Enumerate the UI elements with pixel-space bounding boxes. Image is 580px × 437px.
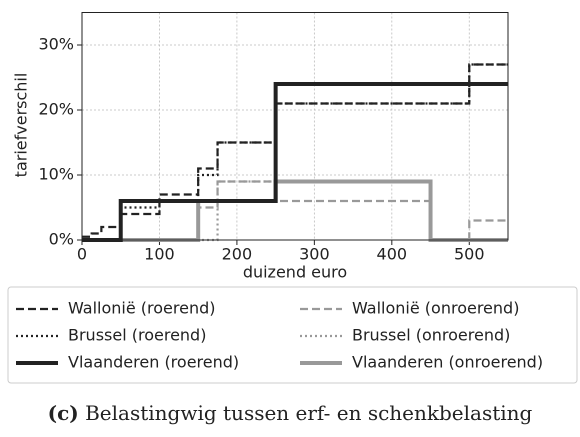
legend-box bbox=[7, 286, 578, 384]
series-line bbox=[82, 63, 508, 242]
y-tick-label: 10% bbox=[38, 165, 74, 184]
x-tick-label: 0 bbox=[77, 245, 87, 264]
caption: (c) Belastingwig tussen erf- en schenkbe… bbox=[48, 401, 533, 425]
legend-label: Wallonië (roerend) bbox=[68, 299, 216, 318]
x-tick-label: 500 bbox=[454, 245, 485, 264]
series-line bbox=[82, 179, 508, 242]
x-tick-label: 300 bbox=[299, 245, 330, 264]
caption-label: (c) bbox=[48, 401, 79, 425]
x-axis-label: duizend euro bbox=[243, 263, 347, 282]
legend-label: Vlaanderen (onroerend) bbox=[352, 353, 543, 372]
y-tick-label: 30% bbox=[38, 35, 74, 54]
legend-label: Wallonië (onroerend) bbox=[352, 299, 519, 318]
x-tick-label: 200 bbox=[222, 245, 253, 264]
series-line bbox=[82, 82, 508, 242]
legend-label: Brussel (onroerend) bbox=[352, 326, 510, 345]
series-line bbox=[82, 180, 508, 242]
caption-text: Belastingwig tussen erf- en schenkbelast… bbox=[85, 401, 532, 425]
legend-label: Brussel (roerend) bbox=[68, 326, 206, 345]
x-tick-label: 100 bbox=[144, 245, 175, 264]
y-tick-label: 0% bbox=[49, 230, 74, 249]
y-tick-label: 20% bbox=[38, 100, 74, 119]
plot-frame bbox=[81, 12, 509, 241]
series-line bbox=[82, 63, 508, 238]
legend-label: Vlaanderen (roerend) bbox=[68, 353, 239, 372]
x-tick-label: 400 bbox=[377, 245, 408, 264]
series-line bbox=[82, 180, 508, 242]
y-axis-label: tariefverschil bbox=[12, 73, 31, 178]
